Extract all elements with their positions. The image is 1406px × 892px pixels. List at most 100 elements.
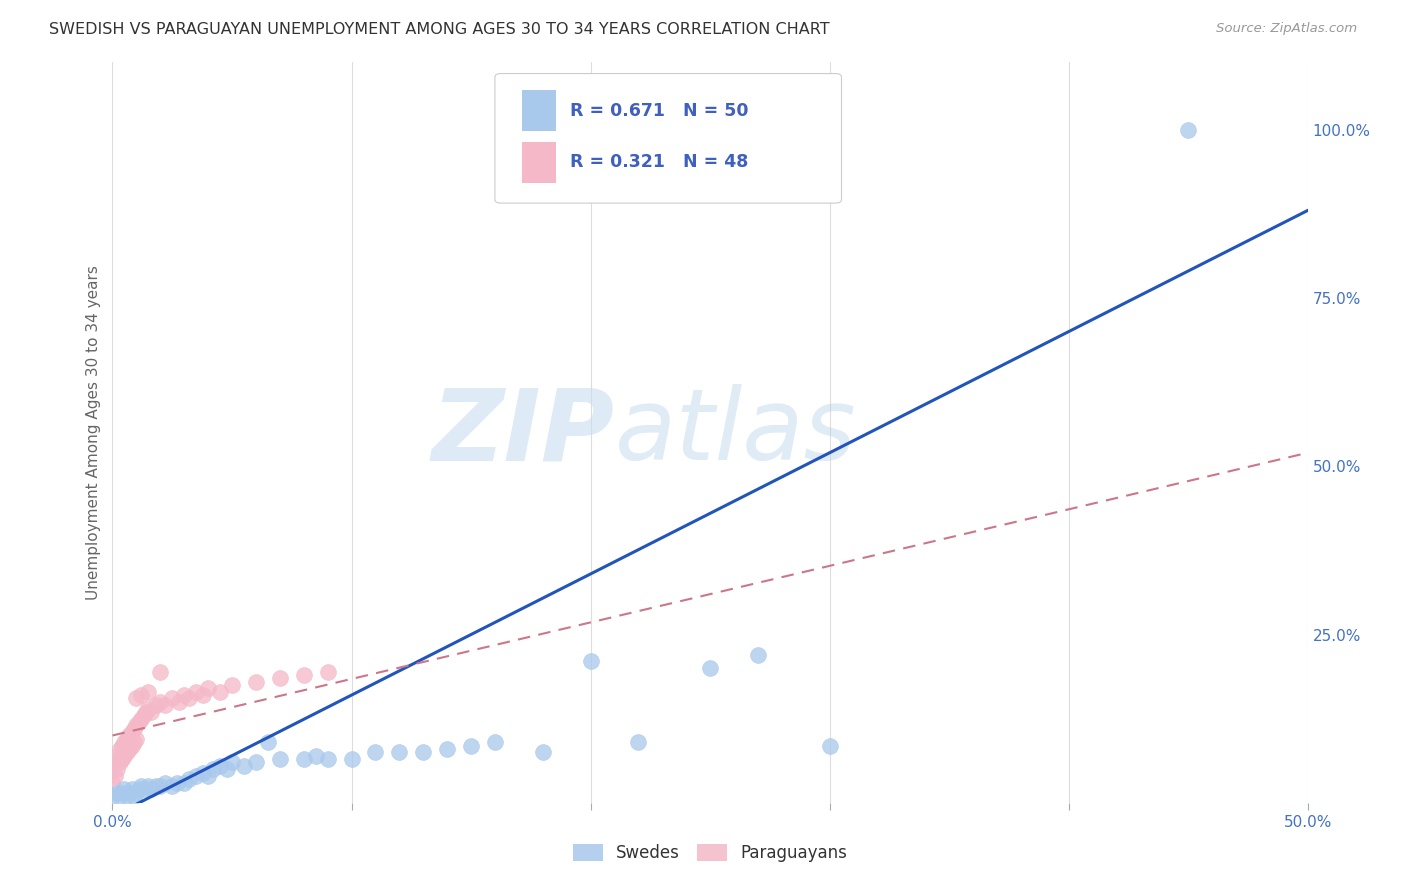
- Point: [169, 695, 191, 709]
- Point: [460, 739, 482, 753]
- FancyBboxPatch shape: [523, 90, 555, 131]
- Point: [129, 688, 152, 702]
- Point: [128, 714, 150, 729]
- Point: [125, 786, 148, 800]
- Point: [193, 765, 215, 780]
- Point: [121, 739, 143, 753]
- Point: [627, 735, 650, 749]
- Point: [1177, 122, 1199, 136]
- Point: [115, 731, 138, 746]
- Point: [129, 779, 152, 793]
- Point: [121, 782, 143, 797]
- Point: [149, 779, 172, 793]
- Point: [139, 782, 162, 797]
- Point: [412, 745, 434, 759]
- Point: [122, 722, 145, 736]
- Point: [436, 742, 458, 756]
- Point: [818, 739, 841, 753]
- Point: [201, 762, 224, 776]
- Text: Source: ZipAtlas.com: Source: ZipAtlas.com: [1216, 22, 1357, 36]
- Y-axis label: Unemployment Among Ages 30 to 34 years: Unemployment Among Ages 30 to 34 years: [86, 265, 101, 600]
- Point: [111, 786, 134, 800]
- Text: R = 0.671   N = 50: R = 0.671 N = 50: [571, 102, 749, 120]
- Point: [177, 772, 200, 787]
- Point: [105, 748, 128, 763]
- Point: [105, 786, 128, 800]
- Point: [118, 742, 141, 756]
- Point: [101, 775, 124, 789]
- Point: [128, 782, 150, 797]
- Point: [118, 786, 141, 800]
- Point: [245, 756, 267, 770]
- Point: [132, 782, 155, 797]
- Point: [305, 748, 328, 763]
- Point: [162, 779, 183, 793]
- Text: atlas: atlas: [614, 384, 856, 481]
- Point: [186, 769, 208, 783]
- Point: [111, 752, 134, 766]
- Point: [173, 688, 195, 702]
- Point: [162, 691, 183, 706]
- Point: [699, 661, 721, 675]
- Point: [138, 779, 160, 793]
- Point: [153, 698, 176, 713]
- Point: [121, 725, 143, 739]
- Point: [101, 789, 124, 803]
- Point: [122, 735, 145, 749]
- FancyBboxPatch shape: [523, 142, 555, 183]
- Point: [139, 705, 162, 719]
- FancyBboxPatch shape: [495, 73, 842, 203]
- Point: [217, 762, 239, 776]
- Point: [197, 681, 219, 696]
- Point: [193, 688, 215, 702]
- Point: [122, 789, 145, 803]
- Point: [221, 678, 243, 692]
- Point: [292, 752, 315, 766]
- Text: SWEDISH VS PARAGUAYAN UNEMPLOYMENT AMONG AGES 30 TO 34 YEARS CORRELATION CHART: SWEDISH VS PARAGUAYAN UNEMPLOYMENT AMONG…: [49, 22, 830, 37]
- Legend: Swedes, Paraguayans: Swedes, Paraguayans: [567, 837, 853, 869]
- Point: [257, 735, 280, 749]
- Point: [129, 712, 152, 726]
- Point: [153, 775, 176, 789]
- Point: [115, 789, 138, 803]
- Point: [105, 762, 128, 776]
- Point: [166, 775, 188, 789]
- Point: [269, 671, 291, 685]
- Point: [125, 691, 148, 706]
- Point: [138, 685, 160, 699]
- Point: [135, 705, 157, 719]
- Point: [340, 752, 363, 766]
- Point: [316, 665, 339, 679]
- Point: [747, 648, 769, 662]
- Point: [125, 731, 148, 746]
- Point: [104, 756, 127, 770]
- Point: [108, 742, 131, 756]
- Point: [145, 779, 167, 793]
- Point: [101, 762, 124, 776]
- Text: R = 0.321   N = 48: R = 0.321 N = 48: [571, 153, 748, 171]
- Point: [111, 739, 134, 753]
- Point: [173, 775, 195, 789]
- Point: [316, 752, 339, 766]
- Text: ZIP: ZIP: [432, 384, 614, 481]
- Point: [484, 735, 506, 749]
- Point: [132, 708, 155, 723]
- Point: [245, 674, 267, 689]
- Point: [579, 655, 602, 669]
- Point: [125, 718, 148, 732]
- Point: [269, 752, 291, 766]
- Point: [108, 756, 131, 770]
- Point: [118, 729, 141, 743]
- Point: [149, 695, 172, 709]
- Point: [531, 745, 554, 759]
- Point: [177, 691, 200, 706]
- Point: [209, 685, 232, 699]
- Point: [108, 789, 131, 803]
- Point: [145, 698, 167, 713]
- Point: [209, 758, 232, 772]
- Point: [104, 769, 127, 783]
- Point: [138, 701, 160, 715]
- Point: [364, 745, 387, 759]
- Point: [197, 769, 219, 783]
- Point: [221, 756, 243, 770]
